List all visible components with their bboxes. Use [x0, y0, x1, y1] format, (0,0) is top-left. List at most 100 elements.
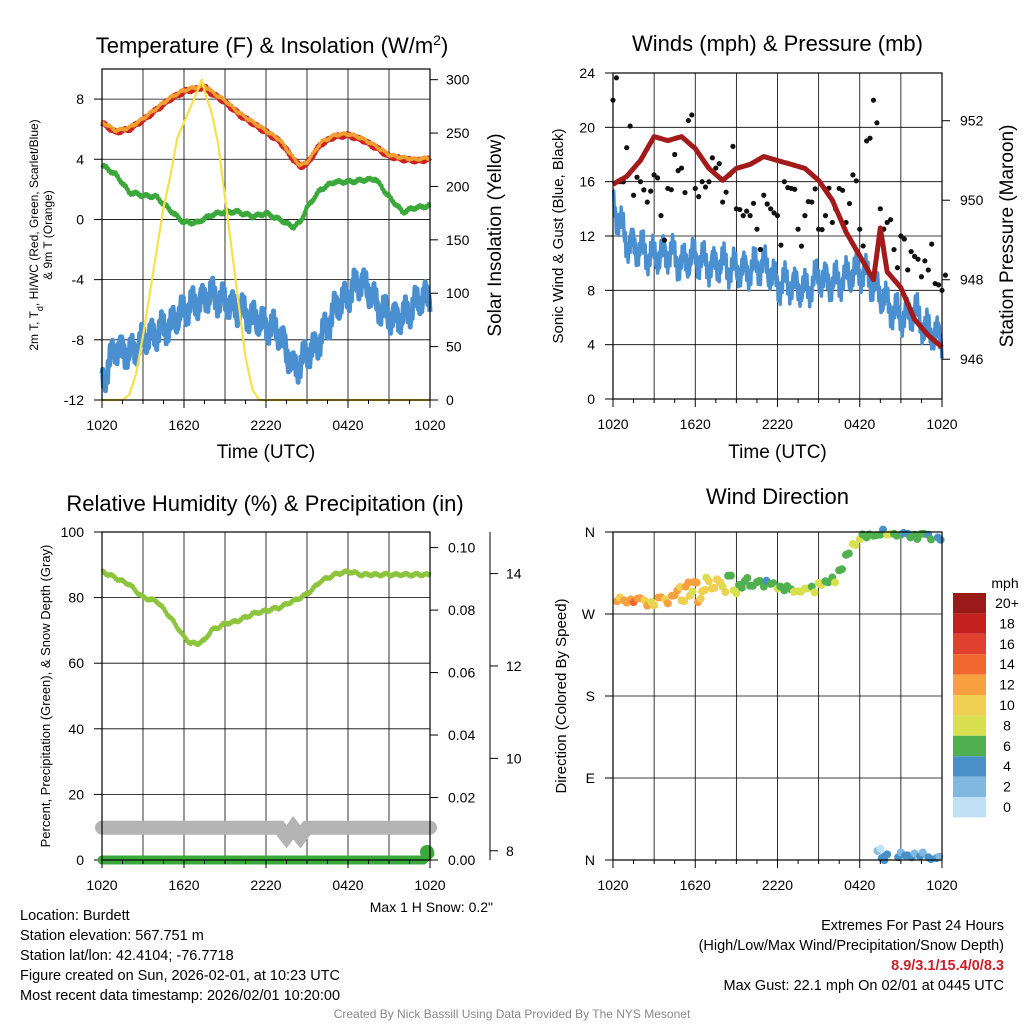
series-relative-humidity	[100, 568, 432, 648]
gust-point	[822, 213, 829, 219]
legend-label: 14	[999, 656, 1015, 672]
gust-point	[747, 213, 753, 219]
y-tick-label: 40	[68, 721, 84, 737]
gust-point	[908, 248, 914, 255]
y2-tick-label: 300	[446, 72, 470, 88]
gust-point	[829, 219, 835, 226]
gust-point	[624, 145, 630, 151]
gust-point	[637, 179, 644, 185]
gust-point	[696, 194, 702, 200]
gust-point	[887, 217, 894, 223]
x-tick-label: 2220	[762, 877, 793, 893]
legend-label: 2	[1003, 779, 1011, 795]
direction-point	[710, 583, 719, 592]
legend-swatch	[953, 735, 986, 757]
y3-tick-label: 14	[506, 566, 522, 582]
direction-point	[732, 589, 741, 598]
gust-point	[716, 161, 722, 167]
x-tick-label: 1020	[86, 417, 117, 433]
max-gust: Max Gust: 22.1 mph On 02/01 at 0445 UTC	[723, 978, 1004, 994]
x-tick-label: 1020	[597, 877, 628, 893]
series-9m-t	[100, 83, 432, 168]
direction-point	[810, 588, 819, 597]
direction-point	[650, 601, 659, 610]
station-location: Location: Burdett	[20, 908, 130, 924]
x-tick-label: 1020	[414, 417, 445, 433]
gust-point	[802, 213, 808, 219]
legend-swatch	[953, 674, 986, 695]
direction-point	[726, 571, 735, 580]
gust-point	[846, 200, 853, 207]
y2-tick-label: 0.04	[448, 727, 475, 743]
gust-point	[819, 226, 825, 233]
gust-point	[898, 233, 904, 239]
gust-point	[891, 246, 897, 253]
station-elevation: Station elevation: 567.751 m	[20, 928, 204, 944]
gust-point	[935, 282, 942, 288]
direction-point	[688, 587, 697, 596]
direction-points	[613, 525, 945, 865]
gust-point	[699, 179, 705, 185]
y-tick-label: 20	[68, 786, 84, 802]
y3-tick-label: 10	[506, 750, 522, 766]
gust-point	[761, 192, 767, 198]
extremes-panel: Extremes For Past 24 Hours (High/Low/Max…	[699, 916, 1004, 996]
y2-tick-label: 50	[446, 339, 462, 355]
gust-point	[648, 188, 654, 194]
legend-swatch	[953, 613, 986, 634]
y-tick-label: 4	[587, 337, 595, 353]
y-tick-label: 24	[579, 65, 595, 81]
chart-title: Wind Direction	[706, 484, 849, 509]
x-tick-label: 0420	[332, 877, 363, 893]
legend-swatch	[953, 756, 986, 777]
x-tick-label: 1020	[86, 877, 117, 893]
y2-axis-label: Solar Insolation (Yellow)	[485, 133, 506, 336]
y2-tick-label: 200	[446, 178, 470, 194]
gust-point	[627, 123, 633, 129]
direction-point	[918, 848, 927, 857]
y-tick-label: 8	[76, 91, 84, 107]
x-axis-label: Time (UTC)	[217, 442, 316, 463]
direction-point	[692, 578, 701, 587]
legend-label: 12	[999, 677, 1015, 693]
y3-tick-label: 12	[506, 658, 522, 674]
gust-point	[685, 117, 691, 124]
direction-point	[935, 852, 944, 861]
gust-point	[774, 213, 781, 219]
x-tick-label: 2220	[250, 417, 281, 433]
y2-tick-label: 0.06	[448, 665, 475, 681]
x-tick-label: 1620	[680, 416, 711, 432]
series-station-pressure	[611, 134, 944, 350]
legend-label: 8	[1003, 717, 1011, 733]
gust-point	[754, 226, 760, 232]
gust-point	[922, 258, 928, 264]
gust-point	[925, 267, 931, 273]
y-tick-label: N	[585, 524, 595, 540]
most-recent-timestamp: Most recent data timestamp: 2026/02/01 1…	[20, 988, 341, 1004]
legend-swatch	[953, 715, 986, 736]
gust-point	[857, 226, 863, 232]
y-tick-label: -8	[72, 332, 85, 348]
y-tick-label: 100	[61, 524, 85, 540]
gust-point	[894, 265, 901, 271]
y2-tick-label: 0.10	[448, 540, 475, 556]
y2-tick-label: 946	[960, 351, 984, 367]
gust-point	[730, 143, 736, 149]
chart-title: Temperature (F) & Insolation (W/m2)	[96, 32, 449, 58]
legend-label: 10	[999, 697, 1015, 713]
y2-tick-label: 150	[446, 232, 470, 248]
y-tick-label: S	[586, 688, 595, 704]
gust-point	[850, 172, 856, 178]
y2-tick-label: 100	[446, 285, 470, 301]
extremes-values: 8.9/3.1/15.4/0/8.3	[891, 958, 1004, 974]
y-tick-label: 80	[68, 590, 84, 606]
y-tick-label: 8	[587, 282, 595, 298]
station-latlon: Station lat/lon: 42.4104; -76.7718	[20, 948, 234, 964]
x-tick-label: 0420	[844, 416, 875, 432]
y-tick-label: 0	[76, 852, 84, 868]
figure-created: Figure created on Sun, 2026-02-01, at 10…	[20, 968, 340, 984]
y-tick-label: 12	[579, 228, 595, 244]
x-tick-label: 1020	[414, 877, 445, 893]
gust-point	[709, 155, 715, 161]
y-tick-label: E	[586, 770, 595, 786]
